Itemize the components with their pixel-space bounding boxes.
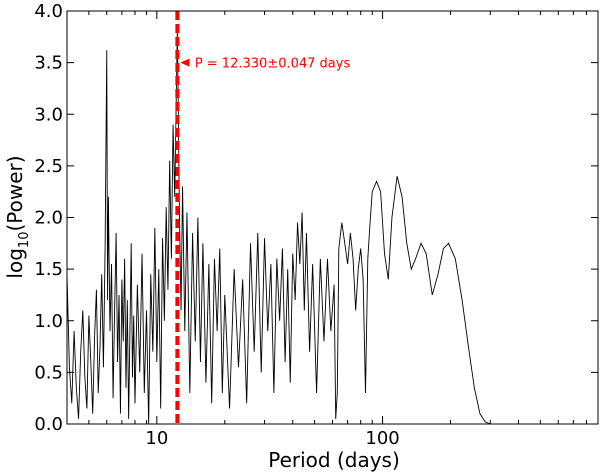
- power-series: [66, 26, 491, 425]
- y-tick-label: 2.5: [34, 156, 63, 177]
- y-tick-label: 1.5: [34, 259, 63, 280]
- power-series-line-0: [66, 26, 491, 425]
- y-tick-label: 0.5: [34, 362, 63, 383]
- annotation-label: P = 12.330±0.047 days: [195, 57, 351, 72]
- y-tick-label: 2.0: [34, 208, 63, 229]
- annotation-arrowhead: [180, 58, 190, 67]
- y-axis-label-subscript: 10: [17, 232, 32, 249]
- y-axis-label: log10(Power): [3, 155, 32, 278]
- y-axis-label-main: log: [3, 248, 27, 279]
- x-axis-ticks: 10 100: [66, 11, 599, 449]
- y-tick-label: 1.0: [34, 311, 63, 332]
- y-axis-label-tail: (Power): [3, 155, 27, 231]
- y-tick-label: 0.0: [34, 414, 63, 435]
- annotation-layer: P = 12.330±0.047 days: [180, 57, 350, 72]
- y-tick-label: 3.5: [34, 53, 63, 74]
- x-tick-label: 10: [145, 428, 168, 449]
- x-axis-label: Period (days): [268, 448, 400, 472]
- y-tick-label: 4.0: [34, 1, 63, 22]
- y-axis-ticks: 0.0 0.5 1.0 1.5 2.0 2.5 3.0 3.5 4.0: [34, 1, 598, 435]
- x-tick-label: 100: [365, 428, 399, 449]
- y-tick-label: 3.0: [34, 104, 63, 125]
- plot-frame: [66, 10, 599, 425]
